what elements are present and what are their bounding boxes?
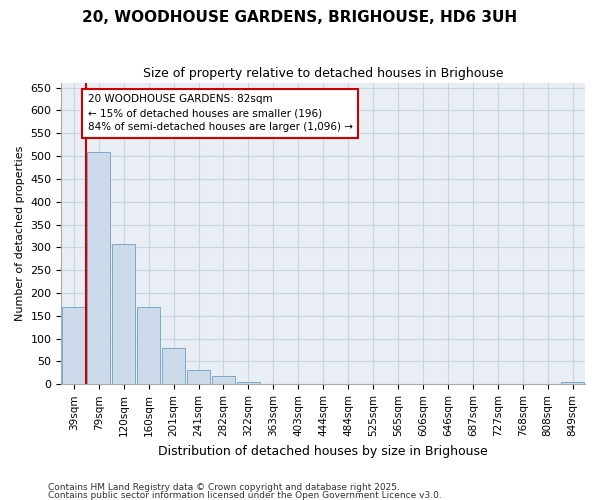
Text: 20, WOODHOUSE GARDENS, BRIGHOUSE, HD6 3UH: 20, WOODHOUSE GARDENS, BRIGHOUSE, HD6 3U… <box>82 10 518 25</box>
Bar <box>237 382 260 384</box>
Bar <box>88 152 110 384</box>
Bar <box>112 244 135 384</box>
Bar <box>187 370 210 384</box>
Bar <box>62 306 85 384</box>
Text: Contains HM Land Registry data © Crown copyright and database right 2025.: Contains HM Land Registry data © Crown c… <box>48 484 400 492</box>
Y-axis label: Number of detached properties: Number of detached properties <box>15 146 25 322</box>
Bar <box>212 376 235 384</box>
Bar <box>162 348 185 385</box>
X-axis label: Distribution of detached houses by size in Brighouse: Distribution of detached houses by size … <box>158 444 488 458</box>
Text: 20 WOODHOUSE GARDENS: 82sqm
← 15% of detached houses are smaller (196)
84% of se: 20 WOODHOUSE GARDENS: 82sqm ← 15% of det… <box>88 94 353 132</box>
Text: Contains public sector information licensed under the Open Government Licence v3: Contains public sector information licen… <box>48 490 442 500</box>
Bar <box>137 306 160 384</box>
Title: Size of property relative to detached houses in Brighouse: Size of property relative to detached ho… <box>143 68 503 80</box>
Bar <box>561 382 584 384</box>
